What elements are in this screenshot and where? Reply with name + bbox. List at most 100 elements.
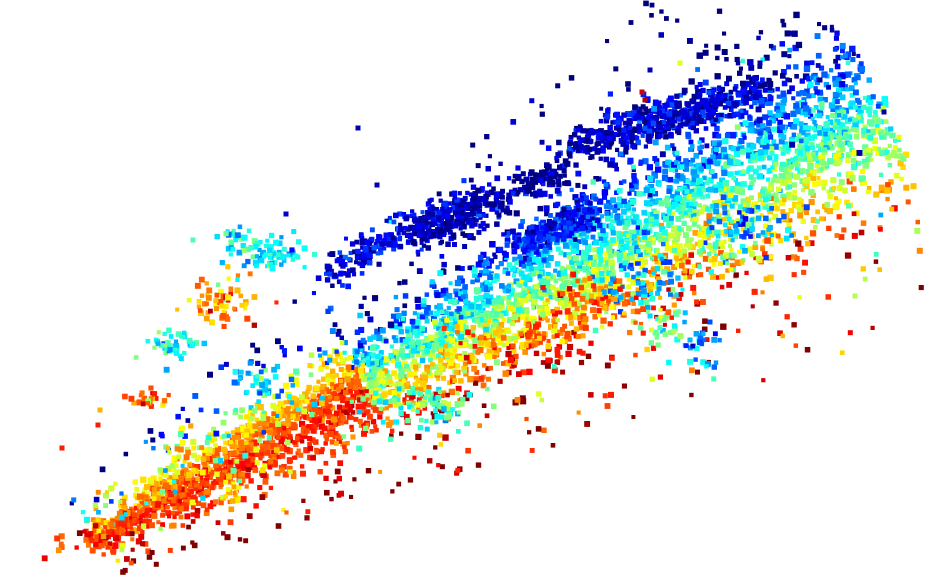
cloud-point bbox=[390, 235, 396, 240]
cloud-point bbox=[544, 275, 551, 282]
cloud-point bbox=[760, 290, 765, 295]
cloud-point bbox=[859, 168, 866, 175]
cloud-point bbox=[803, 138, 810, 145]
cloud-point bbox=[697, 203, 702, 208]
cloud-point bbox=[397, 226, 404, 233]
cloud-point bbox=[133, 503, 139, 508]
cloud-point bbox=[472, 273, 477, 278]
cloud-point bbox=[592, 314, 598, 320]
cloud-point bbox=[252, 431, 259, 438]
cloud-point bbox=[311, 401, 318, 407]
cloud-point bbox=[699, 162, 706, 169]
cloud-point bbox=[501, 342, 506, 348]
cloud-point bbox=[440, 318, 446, 324]
cloud-point bbox=[481, 259, 488, 266]
cloud-point bbox=[393, 294, 399, 300]
cloud-point bbox=[342, 340, 348, 346]
cloud-point bbox=[878, 184, 885, 191]
cloud-point bbox=[918, 285, 924, 291]
cloud-point bbox=[677, 243, 683, 249]
cloud-point bbox=[844, 87, 850, 92]
cloud-point bbox=[363, 409, 370, 416]
cloud-point bbox=[609, 284, 616, 291]
cloud-point bbox=[183, 478, 190, 485]
cloud-point bbox=[762, 143, 769, 150]
cloud-point bbox=[179, 492, 185, 498]
cloud-point bbox=[782, 180, 789, 187]
cloud-point bbox=[688, 268, 695, 275]
cloud-point bbox=[682, 161, 689, 167]
cloud-point bbox=[134, 487, 140, 492]
cloud-point bbox=[437, 270, 444, 277]
cloud-point bbox=[629, 182, 635, 189]
cloud-point bbox=[427, 207, 433, 212]
cloud-point bbox=[646, 164, 653, 171]
cloud-point bbox=[682, 259, 688, 265]
cloud-point bbox=[177, 498, 182, 504]
cloud-point bbox=[167, 479, 173, 485]
cloud-point bbox=[426, 226, 432, 232]
cloud-point bbox=[840, 122, 846, 127]
cloud-point bbox=[251, 408, 258, 414]
cloud-point bbox=[324, 365, 329, 370]
cloud-point bbox=[244, 484, 249, 489]
cloud-point bbox=[626, 277, 631, 282]
cloud-point bbox=[739, 186, 744, 192]
cloud-point bbox=[465, 447, 471, 454]
cloud-point bbox=[372, 359, 379, 366]
cloud-point bbox=[716, 133, 722, 139]
cloud-point bbox=[834, 140, 841, 147]
cloud-point bbox=[815, 158, 822, 164]
cloud-point bbox=[645, 230, 651, 235]
cloud-point bbox=[671, 239, 677, 244]
cloud-point bbox=[181, 502, 188, 509]
cloud-point bbox=[422, 406, 428, 411]
cloud-point bbox=[444, 351, 450, 357]
cloud-point bbox=[830, 112, 836, 119]
cloud-point bbox=[651, 240, 656, 245]
cloud-point bbox=[850, 56, 856, 63]
cloud-point bbox=[230, 430, 236, 435]
cloud-point bbox=[631, 207, 636, 212]
cloud-point bbox=[354, 255, 361, 261]
cloud-point bbox=[715, 55, 720, 61]
cloud-point bbox=[498, 261, 504, 267]
cloud-point bbox=[494, 206, 500, 212]
cloud-point bbox=[734, 170, 739, 176]
cloud-point bbox=[694, 173, 700, 179]
cloud-point bbox=[272, 419, 277, 424]
cloud-point bbox=[252, 423, 259, 430]
cloud-point bbox=[648, 187, 656, 195]
cloud-point bbox=[441, 362, 448, 369]
cloud-point bbox=[394, 394, 401, 400]
cloud-point bbox=[425, 245, 431, 251]
cloud-point bbox=[649, 13, 654, 18]
cloud-point bbox=[591, 268, 597, 274]
cloud-point bbox=[792, 195, 798, 201]
cloud-point bbox=[555, 297, 560, 302]
cloud-point bbox=[223, 361, 229, 367]
cloud-point bbox=[137, 509, 142, 515]
cloud-point bbox=[613, 251, 620, 257]
cloud-point bbox=[471, 266, 478, 273]
cloud-point bbox=[656, 182, 662, 187]
cloud-point bbox=[418, 330, 424, 336]
cloud-point bbox=[307, 400, 314, 406]
cloud-point bbox=[580, 291, 588, 298]
cloud-point bbox=[103, 503, 109, 509]
cloud-point bbox=[360, 362, 365, 368]
cloud-point bbox=[815, 209, 820, 215]
cloud-point bbox=[150, 475, 157, 482]
cloud-point bbox=[902, 151, 910, 158]
cloud-point bbox=[808, 199, 815, 206]
cloud-point bbox=[839, 42, 846, 49]
cloud-point bbox=[851, 211, 857, 217]
cloud-point bbox=[184, 513, 191, 520]
cloud-point bbox=[632, 234, 637, 239]
cloud-point bbox=[781, 69, 787, 75]
cloud-point bbox=[443, 204, 449, 210]
cloud-point bbox=[686, 193, 693, 200]
cloud-point bbox=[645, 211, 651, 217]
